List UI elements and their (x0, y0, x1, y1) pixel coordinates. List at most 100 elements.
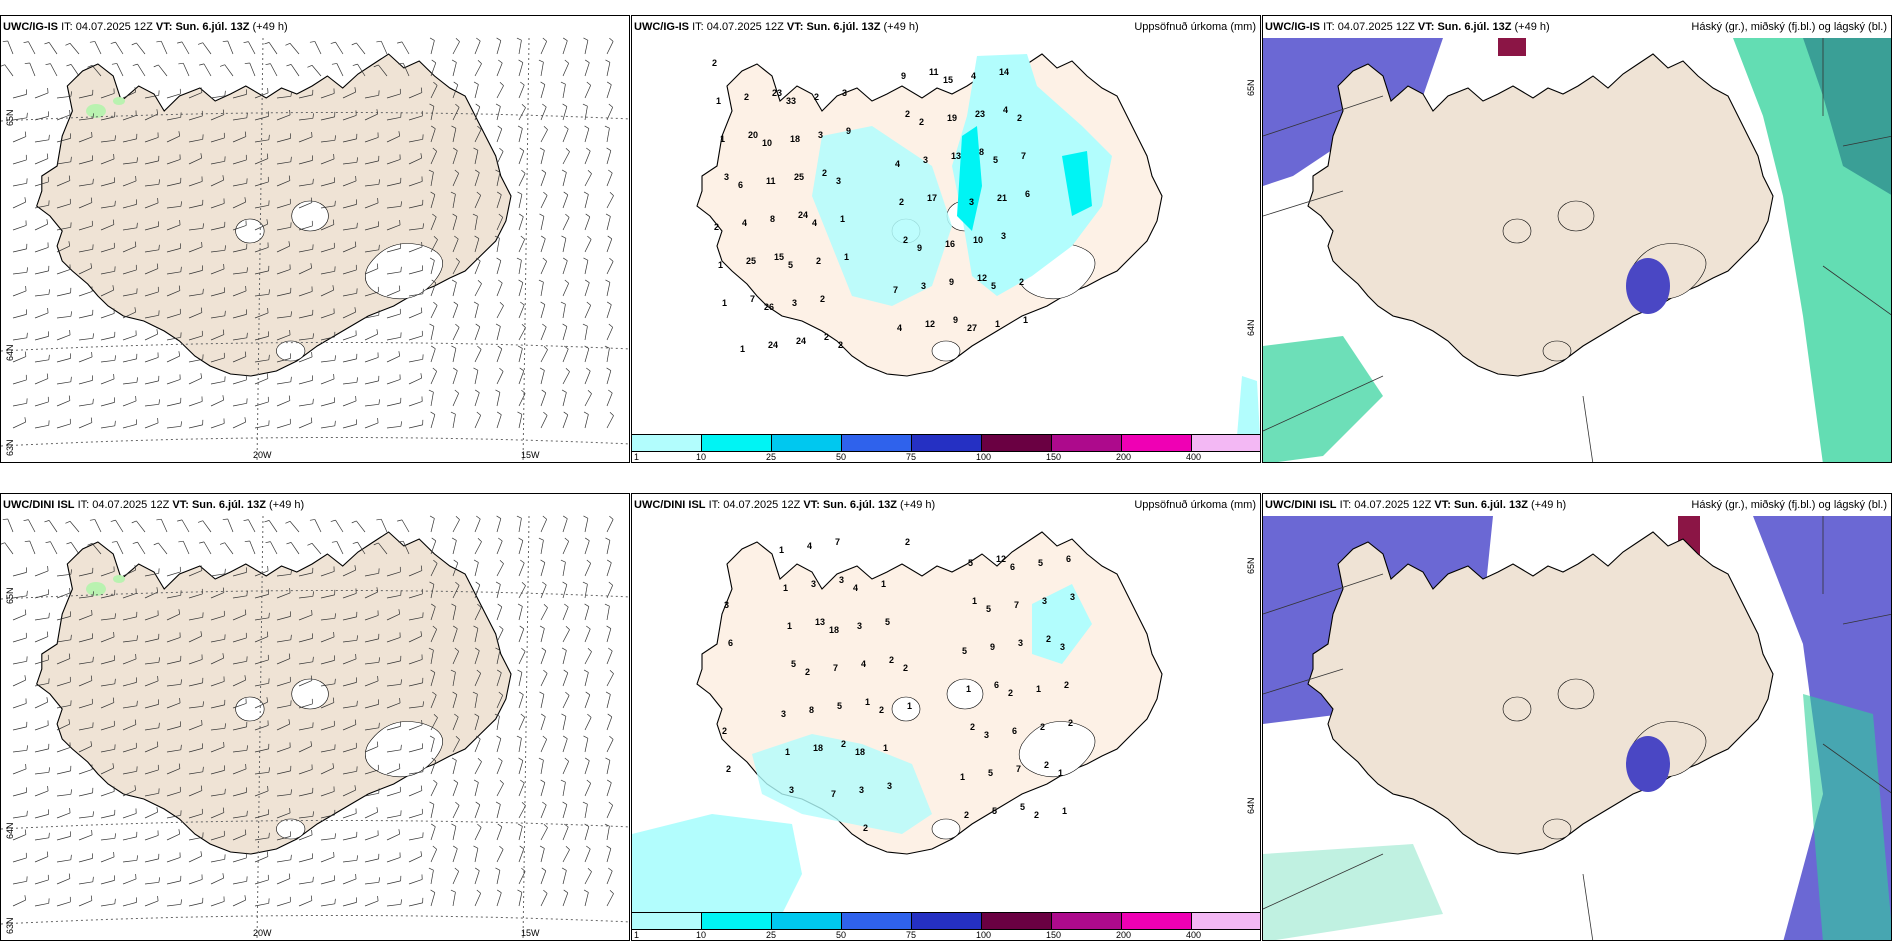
model-name: UWC/IG-IS (634, 21, 689, 33)
panel-header: UWC/DINI ISL IT: 04.07.2025 12Z VT: Sun.… (1263, 494, 1891, 516)
precip-value: 4 (807, 541, 812, 551)
precip-value: 2 (744, 92, 749, 102)
precip-value: 7 (1014, 600, 1019, 610)
precip-value: 6 (1010, 562, 1015, 572)
colorbar-label: 75 (906, 452, 917, 462)
precip-colorbar: 1 10 25 50 75 100 150 200 400 (632, 434, 1260, 462)
green-patch (86, 104, 106, 118)
precip-value: 2 (726, 764, 731, 774)
colorbar-swatch (1122, 435, 1192, 451)
it-value: 04.07.2025 12Z (706, 21, 784, 33)
lead-time: (+49 h) (268, 499, 305, 511)
precip-value: 3 (921, 281, 926, 291)
it-label: IT: (692, 21, 704, 33)
vt-value: Sun. 6.júl. 13Z (175, 21, 250, 33)
colorbar-label: 25 (766, 452, 777, 462)
precip-value: 2 (899, 197, 904, 207)
cloud-map (1263, 16, 1891, 462)
precip-value: 5 (988, 768, 993, 778)
precip-value: 27 (967, 323, 977, 333)
precip-value: 2 (814, 92, 819, 102)
precip-value: 4 (895, 159, 900, 169)
precip-value: 3 (984, 730, 989, 740)
precip-value: 23 (772, 88, 782, 98)
vt-value: Sun. 6.júl. 13Z (806, 21, 881, 33)
precip-value: 2 (889, 655, 894, 665)
vt-label: VT: (172, 499, 189, 511)
precip-value: 4 (812, 218, 817, 228)
colorbar-label: 150 (1046, 452, 1062, 462)
precip-value: 7 (833, 663, 838, 673)
precip-value: 4 (853, 583, 858, 593)
colorbar-swatch (702, 435, 772, 451)
domain-lines (1263, 38, 1891, 462)
precip-value: 1 (995, 319, 1000, 329)
colorbar-swatch (772, 435, 842, 451)
grid-label: 63N (5, 439, 15, 456)
precip-value: 2 (1064, 680, 1069, 690)
precip-areas (812, 54, 1260, 436)
lead-time: (+49 h) (1530, 499, 1567, 511)
green-patch (113, 575, 125, 583)
precip-value: 2 (824, 332, 829, 342)
glacier-outline (891, 696, 921, 722)
colorbar-label: 50 (836, 930, 847, 940)
lead-time: (+49 h) (1514, 21, 1550, 33)
glacier-outline (1502, 696, 1532, 722)
precip-value: 25 (746, 256, 756, 266)
precip-value: 7 (831, 789, 836, 799)
precip-value: 33 (786, 96, 796, 106)
precip-value: 5 (962, 646, 967, 656)
precip-value: 1 (1058, 768, 1063, 778)
precip-value: 8 (770, 214, 775, 224)
precip-value: 13 (951, 151, 961, 161)
vt-value: Sun. 6.júl. 13Z (822, 499, 897, 511)
colorbar-swatch (912, 913, 982, 929)
precip-value: 2 (820, 294, 825, 304)
precip-value: 18 (855, 747, 865, 757)
colorbar-swatch (702, 913, 772, 929)
precip-value: 18 (790, 134, 800, 144)
it-value: 04.07.2025 12Z (1354, 499, 1432, 511)
precip-value: 1 (1062, 806, 1067, 816)
panel-header: UWC/IG-IS IT: 04.07.2025 12Z VT: Sun. 6.… (1, 16, 629, 38)
precip-value: 3 (724, 600, 729, 610)
precip-value: 5 (986, 604, 991, 614)
precip-value: 5 (1020, 802, 1025, 812)
colorbar-label: 200 (1116, 930, 1132, 940)
precip-value: 2 (863, 823, 868, 833)
wind-map: 65N 64N 63N 20W 15W (1, 16, 629, 462)
lead-time: (+49 h) (899, 499, 936, 511)
precip-value: 1 (883, 743, 888, 753)
precip-values: 1135121115325132545893518613122186767777… (722, 537, 1075, 833)
glacier-outline (291, 200, 329, 232)
panel-field-title: Háský (gr.), miðský (fj.bl.) og lágský (… (1691, 21, 1887, 33)
lead-time: (+49 h) (252, 21, 288, 33)
precip-value: 3 (887, 781, 892, 791)
glacier-outline (1018, 721, 1096, 778)
wind-map: 65N 64N 63N 20W 15W (1, 494, 629, 940)
precip-value: 12 (925, 319, 935, 329)
precip-value: 6 (1012, 726, 1017, 736)
colorbar-swatch (1052, 435, 1122, 451)
it-label: IT: (1339, 499, 1352, 511)
precip-value: 2 (1034, 810, 1039, 820)
precip-value: 3 (1018, 638, 1023, 648)
vt-value: Sun. 6.júl. 13Z (1437, 21, 1512, 33)
precip-value: 2 (841, 739, 846, 749)
glacier-outline (1542, 818, 1572, 840)
colorbar-swatch (982, 435, 1052, 451)
precip-value: 15 (774, 252, 784, 262)
panel-header: UWC/DINI ISL IT: 04.07.2025 12Z VT: Sun.… (1, 494, 629, 516)
precip-value: 2 (905, 109, 910, 119)
precip-value: 1 (972, 596, 977, 606)
precip-colorbar: 1 10 25 50 75 100 150 200 400 (632, 912, 1260, 940)
vt-label: VT: (803, 499, 820, 511)
precip-value: 6 (1025, 189, 1030, 199)
precip-value: 2 (712, 58, 717, 68)
colorbar-label: 10 (696, 930, 707, 940)
glacier-outline (1557, 678, 1595, 710)
precip-value: 7 (835, 537, 840, 547)
precip-value: 3 (724, 172, 729, 182)
precip-value: 17 (927, 193, 937, 203)
